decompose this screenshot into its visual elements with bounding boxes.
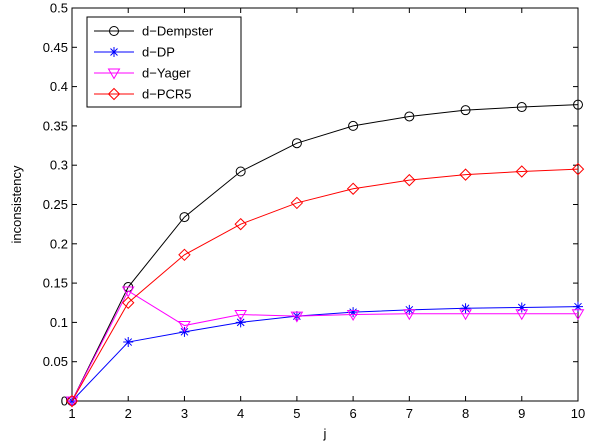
data-point (403, 173, 416, 187)
x-axis-label: j (323, 426, 327, 441)
data-point (459, 309, 472, 321)
data-point (402, 309, 416, 321)
legend-label: d−PCR5 (142, 87, 192, 102)
data-point (460, 303, 471, 314)
legend-item: d−Yager (94, 66, 191, 81)
y-tick-label: 0.1 (50, 315, 68, 330)
x-tick-label: 7 (406, 406, 413, 421)
y-tick-label: 0.05 (43, 354, 68, 369)
y-tick-label: 0.15 (43, 276, 68, 291)
y-tick-label: 0 (61, 394, 68, 409)
data-point (573, 301, 583, 312)
data-point (235, 166, 246, 177)
data-point (179, 212, 190, 223)
data-point (122, 296, 135, 309)
y-tick-label: 0.35 (43, 118, 68, 133)
data-point (291, 138, 302, 149)
y-axis-label: inconsistency (9, 165, 24, 244)
data-point (290, 311, 304, 323)
legend: d−Dempster d−DP d−Yager d−PCR5 (86, 16, 242, 108)
data-point (516, 102, 527, 113)
series-line (71, 168, 579, 402)
data-point (346, 310, 360, 322)
legend-label: d−Dempster (142, 24, 214, 39)
legend-label: d−DP (142, 45, 175, 60)
x-tick-label: 10 (571, 406, 585, 421)
legend-label: d−Yager (142, 66, 191, 81)
data-point (235, 317, 246, 328)
data-point (516, 302, 527, 313)
data-point (571, 309, 585, 321)
x-tick-label: 4 (237, 406, 244, 421)
data-point (348, 307, 359, 318)
legend-marker (109, 26, 119, 36)
series-3 (65, 162, 585, 408)
y-tick-label: 0.25 (43, 197, 68, 212)
data-point (290, 196, 304, 210)
series-line (71, 104, 579, 402)
legend-marker (107, 87, 121, 101)
data-point (515, 309, 529, 321)
data-point (123, 337, 134, 348)
data-point (348, 120, 359, 131)
legend-item: d−DP (94, 45, 175, 60)
data-point (178, 321, 191, 333)
data-point (65, 396, 79, 408)
legend-marker (107, 68, 121, 80)
data-point (404, 111, 415, 122)
data-point (571, 162, 585, 176)
data-point (121, 286, 135, 298)
series-2 (65, 286, 585, 408)
x-tick-label: 6 (349, 406, 356, 421)
data-point (460, 105, 471, 116)
data-point (459, 168, 472, 181)
x-tick-label: 9 (518, 406, 525, 421)
data-point (573, 99, 583, 110)
series-line (71, 290, 578, 402)
y-tick-label: 0.45 (43, 40, 68, 55)
data-point (515, 165, 528, 178)
x-tick-label: 3 (181, 406, 188, 421)
series-layer (65, 99, 585, 408)
data-point (178, 248, 191, 262)
y-tick-label: 0.2 (50, 236, 68, 251)
y-tick-label: 0.4 (50, 79, 68, 94)
axis-ticks: 1 2 3 4 5 6 7 8 9 10 0 0.05 0.1 0.15 0.2 0.25 0.3 0.35 0.4… (43, 1, 586, 422)
x-tick-label: 1 (68, 406, 75, 421)
y-tick-label: 0.3 (50, 158, 68, 173)
legend-item: d−Dempster (94, 24, 214, 39)
data-point (234, 217, 247, 231)
x-tick-label: 8 (462, 406, 469, 421)
legend-marker (109, 47, 119, 57)
series-line (71, 306, 579, 402)
legend-item: d−PCR5 (94, 87, 192, 102)
x-tick-label: 2 (125, 406, 132, 421)
data-point (234, 310, 248, 322)
data-point (346, 182, 360, 195)
x-tick-label: 5 (293, 406, 300, 421)
data-point (65, 394, 79, 408)
legend-box (86, 16, 242, 108)
y-tick-label: 0.5 (50, 1, 68, 16)
